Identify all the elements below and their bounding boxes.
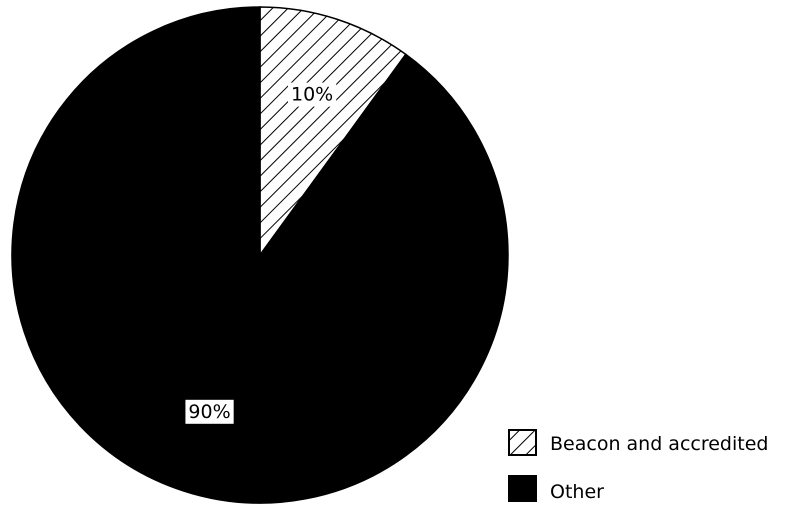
legend-item-other: Other [508, 475, 604, 503]
legend-item-beacon: Beacon and accredited [508, 429, 768, 456]
slice-label-beacon-and-accredited: 10% [291, 84, 333, 106]
slice-label-group-0: 10% [287, 82, 337, 107]
legend-label-other: Other [550, 481, 604, 503]
legend-label-beacon: Beacon and accredited [550, 433, 768, 455]
legend: Beacon and accredited Other [508, 429, 768, 503]
slice-label-background [185, 399, 234, 424]
legend-swatch-beacon [508, 429, 537, 456]
pie-labels: 10% 90% [185, 82, 337, 424]
pie-slice-other [11, 6, 509, 504]
slice-label-other: 90% [188, 401, 230, 423]
legend-swatch-other [508, 475, 537, 502]
slice-label-background [287, 82, 337, 107]
slice-label-group-1: 90% [185, 399, 234, 424]
pie-slice-beacon-and-accredited [259, 6, 407, 258]
pie-slices [11, 6, 509, 504]
